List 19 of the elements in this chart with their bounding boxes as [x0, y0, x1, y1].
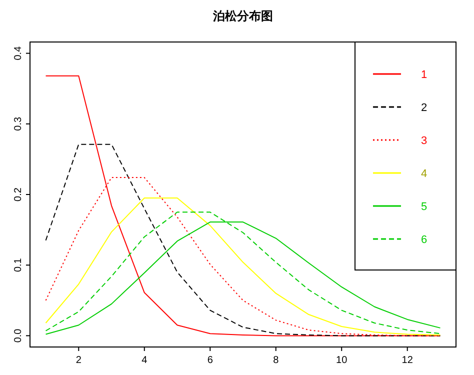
x-tick-label: 10 [336, 355, 348, 366]
y-tick-label: 0.4 [13, 46, 24, 60]
line-series [45, 144, 441, 336]
legend-label: 1 [421, 69, 428, 81]
x-tick-label: 6 [207, 355, 214, 366]
legend-label: 2 [421, 102, 428, 114]
legend-label: 3 [421, 135, 428, 147]
chart-title: 泊松分布图 [212, 9, 273, 23]
x-tick-label: 4 [142, 355, 148, 366]
x-tick-label: 2 [76, 355, 82, 366]
y-tick-label: 0.3 [13, 116, 24, 131]
legend-label: 6 [421, 234, 428, 246]
y-tick-label: 0.1 [13, 258, 24, 272]
y-tick-label: 0.2 [13, 187, 24, 202]
x-tick-label: 8 [273, 355, 280, 366]
x-tick-label: 12 [402, 355, 414, 366]
legend-label: 4 [421, 168, 428, 180]
y-tick-label: 0.0 [13, 328, 24, 343]
legend-label: 5 [421, 201, 428, 213]
